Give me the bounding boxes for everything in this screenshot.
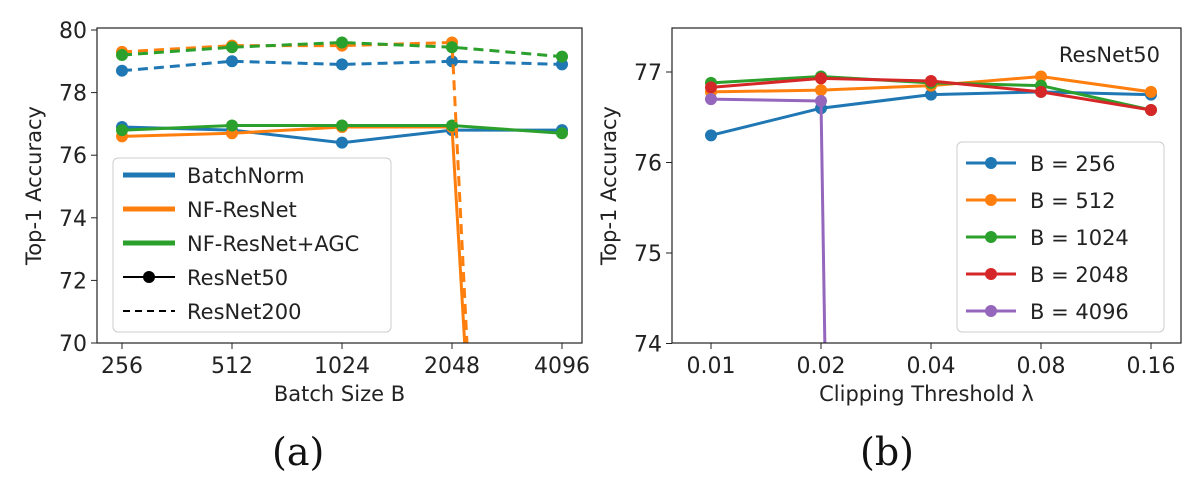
data-point [446, 41, 458, 54]
legend-label: ResNet200 [187, 300, 301, 324]
panel-a: 70 72 74 76 78 80 256 512 1024 2048 4096 Batch Size… [22, 19, 590, 406]
x-tick-label: 2048 [424, 354, 480, 379]
data-point [925, 75, 937, 88]
legend-marker [143, 271, 155, 283]
x-tick-label: 0.16 [1127, 354, 1176, 379]
legend-marker [985, 231, 997, 243]
data-point [1145, 104, 1157, 117]
data-point [1035, 70, 1047, 83]
legend-label: ResNet50 [187, 266, 288, 290]
caption-b: (b) [860, 430, 914, 474]
data-point [226, 119, 238, 132]
data-point [226, 55, 238, 68]
chart-title: ResNet50 [1059, 43, 1160, 67]
legend-b: B = 256 B = 512 B = 1024 B = 2048 B = 4096 [956, 141, 1165, 333]
x-axis-label: Clipping Threshold λ [819, 382, 1034, 406]
series-line [710, 97, 827, 344]
legend-box [112, 157, 392, 333]
legend-label: NF-ResNet+AGC [187, 232, 359, 256]
series-line [121, 41, 563, 59]
y-tick-label: 74 [59, 207, 87, 232]
legend-a: BatchNorm NF-ResNet NF-ResNet+AGC ResNet50 R… [112, 157, 392, 333]
x-tick-label: 512 [211, 354, 253, 379]
x-tick-label: 0.01 [687, 354, 736, 379]
legend-marker [985, 194, 997, 206]
axes-frame [96, 27, 583, 344]
series-line [121, 59, 563, 73]
y-tick-label: 80 [59, 19, 87, 44]
legend-label: BatchNorm [187, 164, 305, 188]
x-tick-label: 0.08 [1017, 354, 1066, 379]
legend-box [956, 141, 1165, 333]
y-axis-label: Top-1 Accuracy [22, 106, 46, 266]
data-point [336, 36, 348, 49]
data-point [1145, 85, 1157, 98]
series-group [705, 70, 1157, 344]
panel-b: 74 75 76 77 0.01 0.02 0.04 0.08 0.16 Clipping Thr… [597, 27, 1182, 406]
data-point [815, 94, 827, 107]
legend-label: NF-ResNet [187, 198, 297, 222]
y-tick-label: 76 [59, 144, 87, 169]
data-point [116, 64, 128, 77]
data-point [336, 58, 348, 71]
legend-label: B = 512 [1030, 189, 1115, 213]
legend-label: B = 4096 [1030, 300, 1129, 324]
y-tick-label: 72 [59, 269, 87, 294]
data-point [556, 127, 568, 140]
y-tick-label: 70 [59, 332, 87, 357]
axes-frame [671, 27, 1182, 344]
data-point [336, 119, 348, 132]
y-tick-label: 77 [634, 61, 662, 86]
data-point [705, 81, 717, 94]
data-point [925, 88, 937, 101]
data-point [705, 93, 717, 106]
x-tick-label: 4096 [534, 354, 590, 379]
data-point [705, 129, 717, 142]
y-tick-label: 75 [634, 242, 662, 267]
y-axis-label: Top-1 Accuracy [597, 106, 621, 266]
series-group [116, 36, 568, 344]
data-point [556, 50, 568, 63]
legend-label: B = 2048 [1030, 263, 1129, 287]
data-point [116, 49, 128, 62]
legend-marker [985, 305, 997, 317]
x-tick-label: 1024 [314, 354, 370, 379]
data-point [815, 84, 827, 97]
y-tick-label: 76 [634, 152, 662, 177]
data-point [226, 41, 238, 54]
data-point [116, 124, 128, 137]
x-tick-label: 256 [101, 354, 143, 379]
data-point [446, 55, 458, 68]
x-axis-label: Batch Size B [274, 382, 405, 406]
series-line [121, 40, 469, 344]
y-tick-label: 74 [634, 333, 662, 358]
caption-a: (a) [272, 430, 325, 474]
data-point [336, 136, 348, 149]
legend-label: B = 1024 [1030, 226, 1129, 250]
data-point [815, 72, 827, 85]
x-tick-label: 0.04 [907, 354, 956, 379]
data-point [1035, 85, 1047, 98]
legend-label: B = 256 [1030, 152, 1115, 176]
legend-marker [985, 268, 997, 280]
y-tick-label: 78 [59, 82, 87, 107]
x-tick-label: 0.02 [797, 354, 846, 379]
legend-marker [985, 157, 997, 169]
